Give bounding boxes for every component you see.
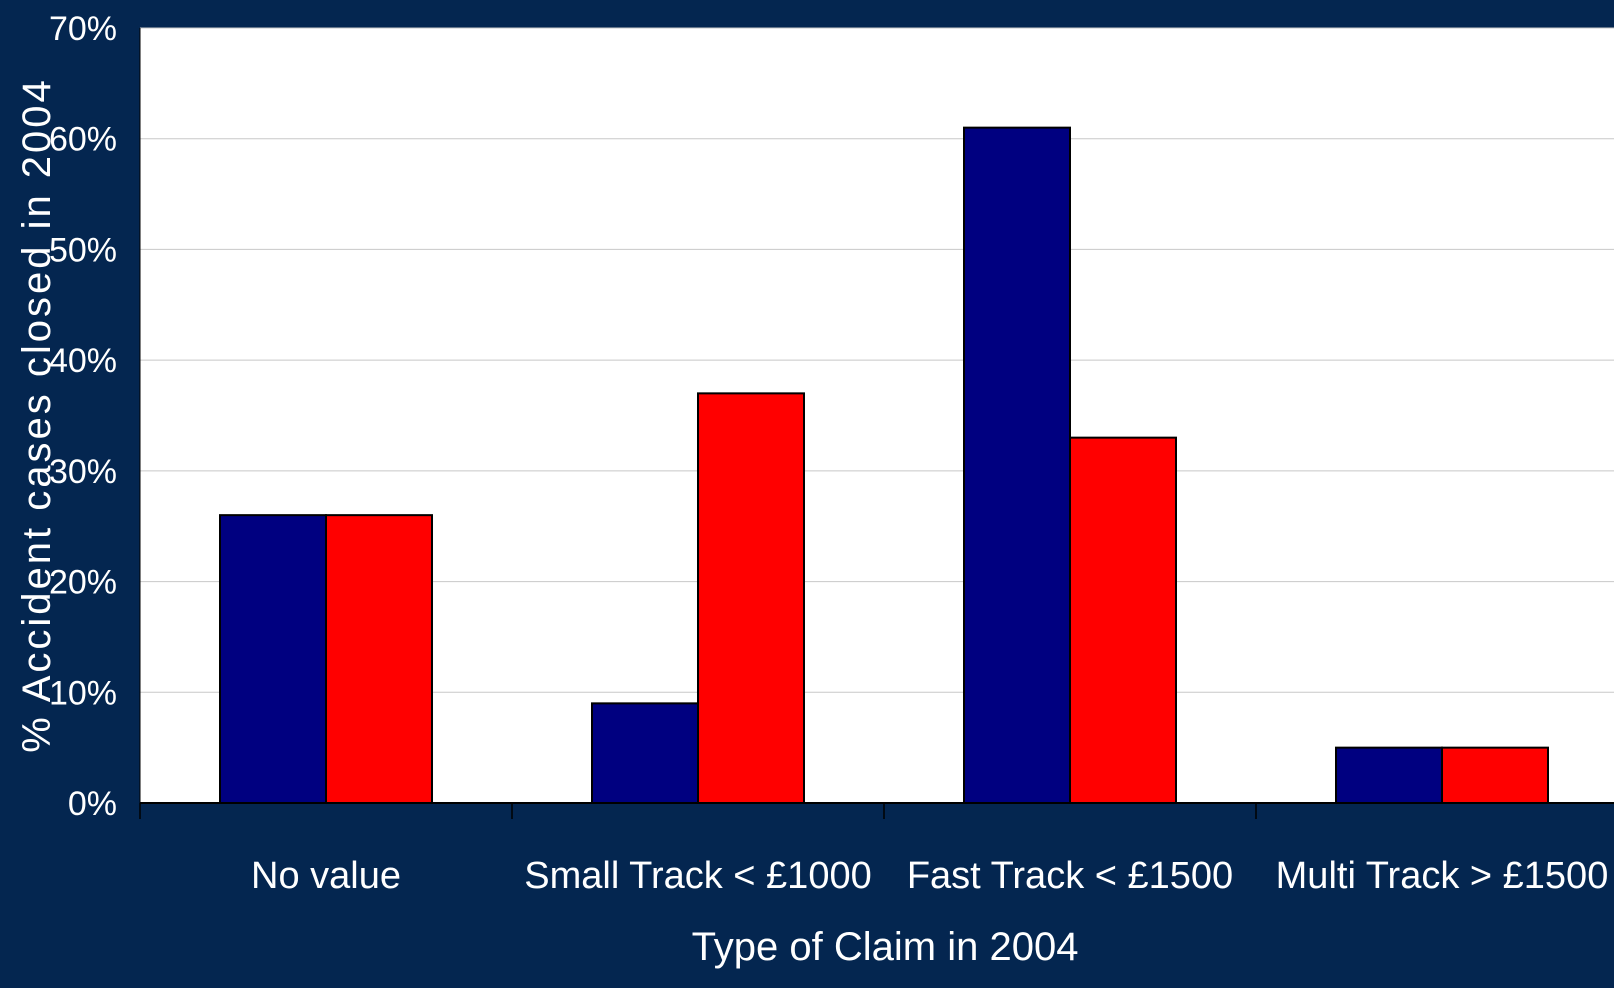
y-tick-label: 10% (49, 674, 117, 712)
x-category-label: Multi Track > £1500 (1276, 855, 1609, 897)
x-category-label: No value (251, 855, 401, 897)
x-category-label: Small Track < £1000 (524, 855, 871, 897)
bar (1335, 746, 1443, 805)
x-axis-title: Type of Claim in 2004 (692, 925, 1079, 969)
y-tick-label: 60% (49, 121, 117, 159)
bar (1069, 436, 1177, 804)
bar (325, 514, 433, 805)
bar (697, 392, 805, 804)
y-tick-label: 50% (49, 231, 117, 269)
bar (219, 514, 327, 805)
y-tick-labels: 0% 10% 20% 30% 40% 50% 60% 70% (49, 10, 117, 823)
y-axis-title: % Accident cases closed in 2004 (15, 77, 59, 753)
y-tick-label: 70% (49, 10, 117, 48)
x-category-label: Fast Track < £1500 (907, 855, 1233, 897)
y-tick-label: 40% (49, 342, 117, 380)
y-tick-label: 20% (49, 564, 117, 602)
bar (591, 702, 699, 804)
bar (963, 126, 1071, 804)
x-category-labels: No value Small Track < £1000 Fast Track < … (251, 855, 1608, 897)
y-tick-label: 30% (49, 453, 117, 491)
bar (1441, 746, 1549, 805)
axes (139, 28, 1614, 819)
y-tick-label: 0% (68, 785, 117, 823)
